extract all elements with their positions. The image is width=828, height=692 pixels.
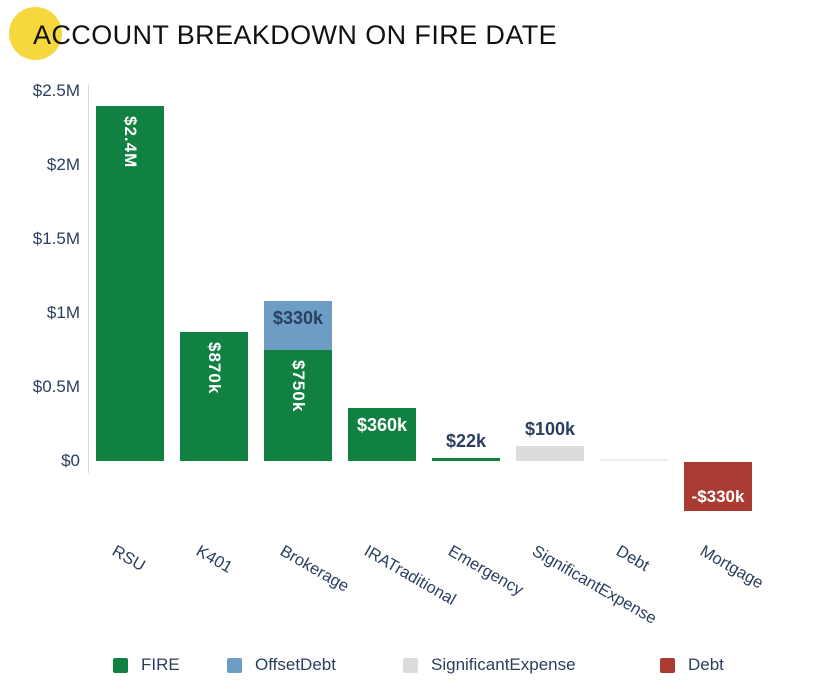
x-tick-Debt: Debt — [613, 542, 653, 576]
bar-IRATraditional-FIRE[interactable]: $360k — [348, 407, 416, 461]
legend-swatch-icon — [227, 657, 242, 673]
legend-item-OffsetDebt[interactable]: OffsetDebt — [227, 655, 336, 675]
y-tick-label: $0 — [61, 451, 80, 470]
y-axis-line — [88, 84, 89, 473]
x-tick-IRATraditional: IRATraditional — [361, 542, 459, 609]
legend-item-SignificantExpense[interactable]: SignificantExpense — [403, 655, 576, 675]
bar-Debt-Debt[interactable] — [600, 458, 668, 461]
legend-label: SignificantExpense — [431, 655, 576, 674]
legend-swatch-icon — [660, 657, 675, 673]
bar-value-label: -$330k — [691, 486, 745, 506]
legend-label: OffsetDebt — [255, 655, 336, 674]
bar-Emergency-FIRE[interactable]: $22k — [432, 431, 500, 461]
bar-value-label: $750k — [289, 360, 308, 413]
y-tick-label: $1.5M — [32, 229, 80, 248]
y-tick-label: $2.5M — [32, 81, 80, 100]
legend-item-FIRE[interactable]: FIRE — [113, 655, 180, 675]
title-highlight-dot — [9, 7, 62, 60]
x-tick-Mortgage: Mortgage — [697, 542, 767, 593]
bar-value-label: $22k — [445, 430, 487, 451]
legend-swatch-icon — [403, 657, 418, 673]
bar-value-label: $2.4M — [121, 115, 140, 169]
x-tick-K401: K401 — [193, 542, 236, 577]
y-tick-label: $0.5M — [32, 377, 80, 396]
bar-value-label: $870k — [205, 342, 224, 395]
legend-label: FIRE — [141, 655, 180, 674]
bar-SignificantExpense-SignificantExpense[interactable]: $100k — [516, 419, 584, 461]
y-tick-label: $2M — [46, 155, 80, 174]
bar-Brokerage-FIRE[interactable]: $750k — [264, 350, 332, 461]
bar-value-label: $360k — [356, 414, 408, 435]
bar-K401-FIRE[interactable]: $870k — [180, 332, 248, 461]
x-tick-Brokerage: Brokerage — [277, 542, 352, 596]
bar-value-label: $100k — [524, 419, 576, 440]
legend-swatch-icon — [113, 657, 128, 673]
bar-value-label: $330k — [272, 308, 324, 329]
legend-label: Debt — [688, 655, 724, 674]
y-tick-label: $1M — [46, 303, 80, 322]
legend-item-Debt[interactable]: Debt — [660, 655, 724, 675]
chart-title: ACCOUNT BREAKDOWN ON FIRE DATE — [33, 20, 558, 50]
x-tick-RSU: RSU — [109, 542, 149, 576]
legend: FIRE OffsetDebt SignificantExpense Debt — [0, 655, 828, 685]
bar-RSU-FIRE[interactable]: $2.4M — [96, 105, 164, 461]
bar-Mortgage-Debt[interactable]: -$330k — [684, 462, 752, 511]
bar-Brokerage-OffsetDebt[interactable]: $330k — [264, 301, 332, 350]
